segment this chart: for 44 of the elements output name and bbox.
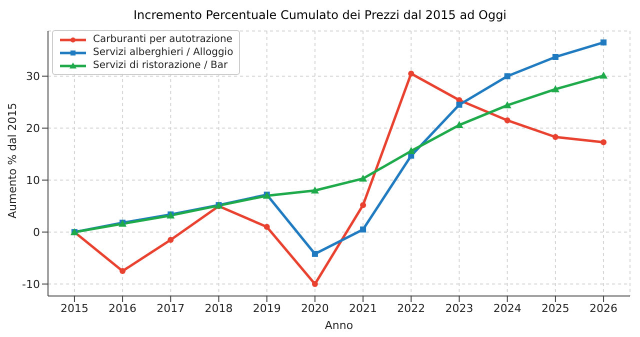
point [408,70,414,77]
point [312,281,318,288]
x-tick-label: 2024 [493,302,522,315]
x-tick-label: 2015 [60,302,88,315]
point [551,85,560,92]
x-tick-label: 2021 [349,302,378,315]
point [360,202,366,208]
point [407,147,416,154]
point [600,139,607,146]
x-tick-label: 2025 [541,302,570,315]
x-tick-label: 2022 [397,302,426,315]
point [359,174,368,182]
point [504,117,510,124]
point [503,101,512,108]
x-tick-label: 2019 [252,302,281,315]
x-axis-title: Anno [324,319,354,332]
chart-title: Incremento Percentuale Cumulato dei Prezzi dal 2015 ad Oggi [132,8,508,22]
y-tick-label: 0 [33,226,40,239]
y-axis-title: Aumento % dal 2015 [6,102,19,218]
point [600,39,607,46]
legend-label: Carburanti per autotrazione [93,33,232,46]
point [552,134,558,140]
point [168,236,174,243]
x-tick-label: 2023 [445,302,474,315]
legend-label: Servizi alberghieri / Alloggio [93,46,234,59]
x-tick-label: 2018 [204,302,233,315]
legend-label: Servizi di ristorazione / Bar [93,59,228,72]
y-tick-label: -10 [22,278,40,291]
point [360,226,366,232]
x-tick-label: 2016 [108,302,137,315]
point [310,186,319,194]
point [120,268,126,274]
x-tick-label: 2020 [300,302,329,315]
x-tick-label: 2017 [156,302,185,315]
point [600,72,608,79]
point [456,102,462,108]
point [312,250,318,257]
y-tick-label: 30 [26,70,40,84]
y-tick-label: 20 [26,122,40,136]
point [552,54,558,60]
point [504,73,510,80]
x-tick-label: 2026 [590,302,618,315]
point [264,224,270,230]
y-tick-label: 10 [26,174,40,188]
